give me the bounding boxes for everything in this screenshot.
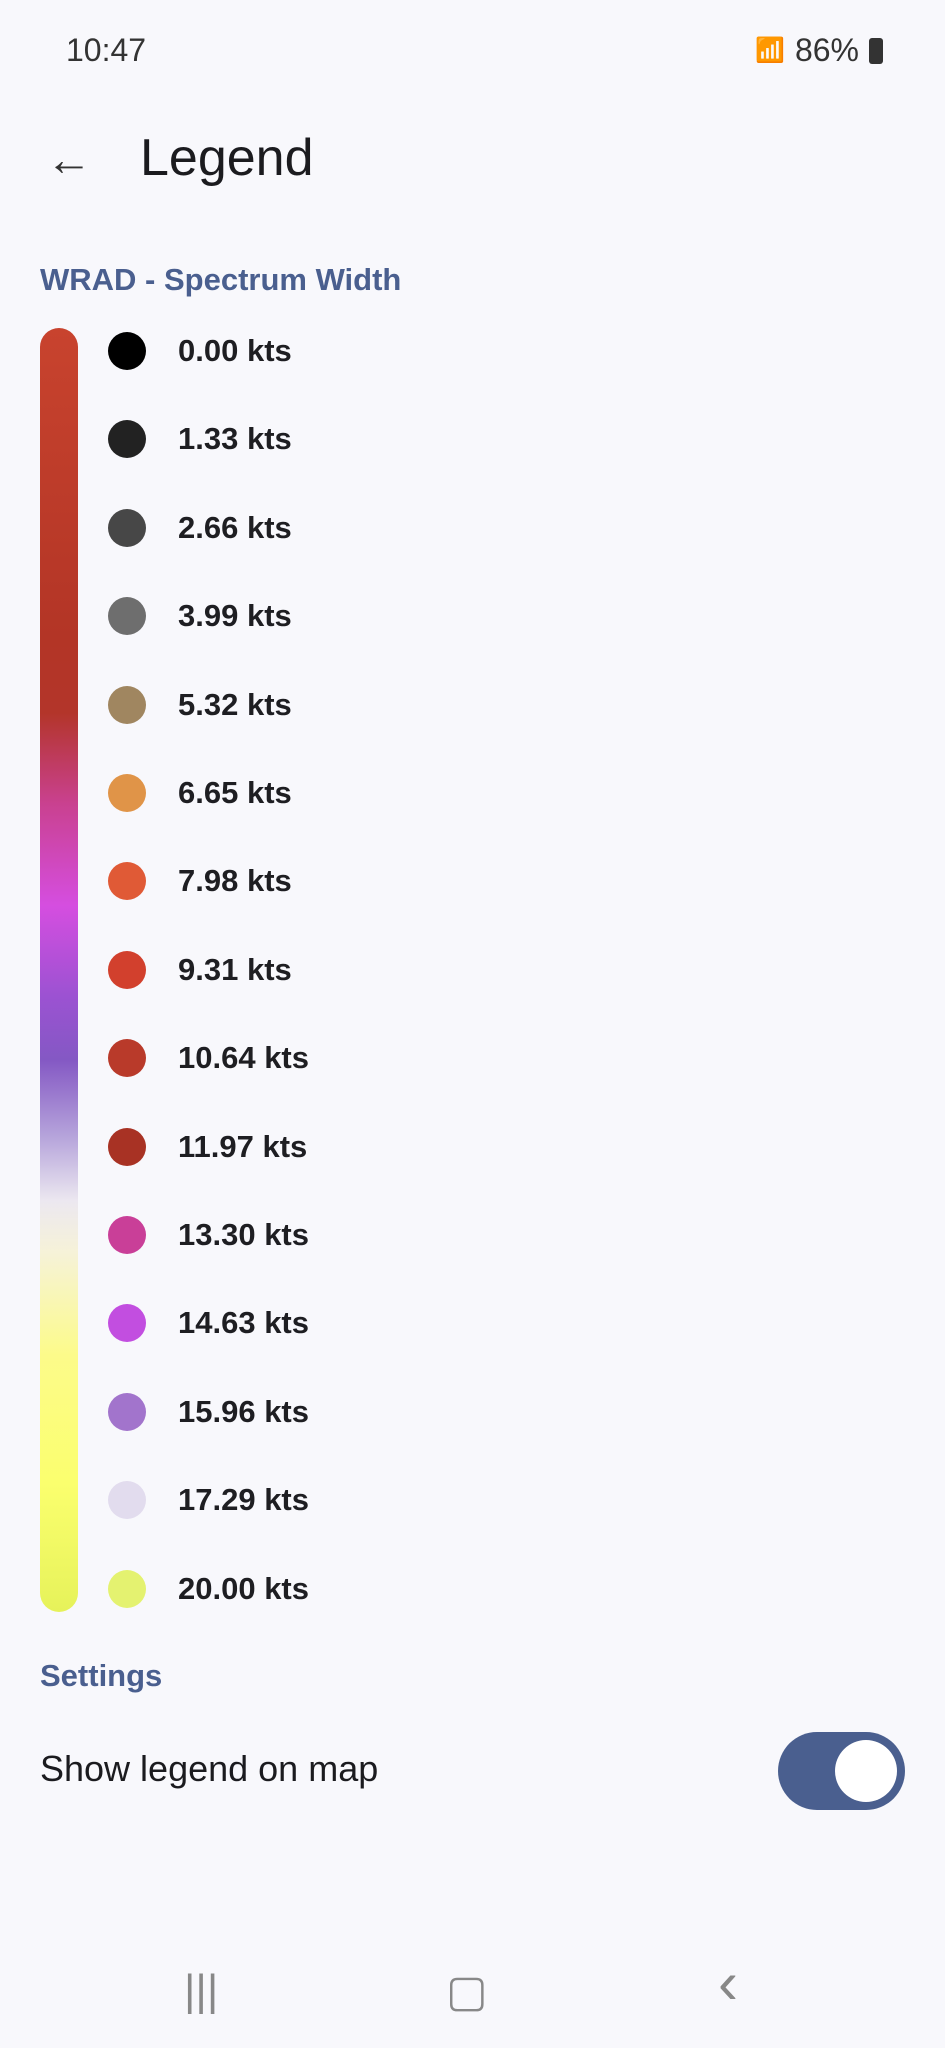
legend-item: 2.66 kts bbox=[108, 508, 292, 548]
legend-item-label: 5.32 kts bbox=[178, 686, 292, 722]
color-swatch bbox=[108, 1127, 146, 1166]
color-swatch bbox=[108, 774, 146, 812]
color-swatch bbox=[108, 1481, 146, 1520]
legend-item-label: 14.63 kts bbox=[178, 1305, 309, 1341]
legend-item-label: 11.97 kts bbox=[178, 1128, 308, 1164]
legend-item: 14.63 kts bbox=[108, 1303, 309, 1343]
color-swatch bbox=[108, 685, 146, 724]
legend-item-label: 1.33 kts bbox=[178, 421, 292, 457]
legend-item-label: 10.64 kts bbox=[178, 1040, 309, 1076]
legend-item: 5.32 kts bbox=[108, 685, 292, 725]
color-swatch bbox=[108, 508, 146, 547]
legend-item: 6.65 kts bbox=[108, 773, 292, 813]
wifi-icon: 📶 bbox=[755, 37, 785, 64]
legend-item: 13.30 kts bbox=[108, 1215, 309, 1255]
legend-item: 1.33 kts bbox=[108, 419, 292, 459]
color-gradient-bar bbox=[40, 328, 78, 1612]
legend-item: 20.00 kts bbox=[108, 1569, 309, 1609]
legend-item-label: 3.99 kts bbox=[178, 598, 292, 634]
page-title: Legend bbox=[140, 129, 314, 187]
legend-title: WRAD - Spectrum Width bbox=[40, 262, 402, 297]
legend-item-label: 0.00 kts bbox=[178, 333, 292, 368]
legend-item-label: 7.98 kts bbox=[178, 863, 292, 899]
legend-item: 11.97 kts bbox=[108, 1127, 307, 1167]
settings-heading: Settings bbox=[40, 1658, 163, 1693]
legend-item-label: 13.30 kts bbox=[178, 1217, 309, 1252]
legend-item: 3.99 kts bbox=[108, 596, 292, 636]
battery-percent: 86% bbox=[794, 32, 859, 68]
color-swatch bbox=[108, 1216, 146, 1254]
legend-item: 15.96 kts bbox=[108, 1392, 309, 1432]
legend-item: 9.31 kts bbox=[108, 950, 292, 990]
color-swatch bbox=[108, 597, 146, 636]
color-swatch bbox=[108, 332, 146, 370]
color-swatch bbox=[108, 1569, 146, 1608]
nav-back-button[interactable]: ‹ bbox=[718, 1949, 738, 2016]
home-button[interactable]: ▢ bbox=[446, 1967, 488, 2016]
legend-item: 17.29 kts bbox=[108, 1480, 309, 1520]
show-legend-label: Show legend on map bbox=[40, 1748, 379, 1789]
legend-item-label: 17.29 kts bbox=[178, 1482, 309, 1518]
legend-item: 10.64 kts bbox=[108, 1038, 309, 1078]
color-swatch bbox=[108, 862, 146, 901]
battery-icon bbox=[869, 37, 883, 64]
status-time: 10:47 bbox=[66, 32, 147, 68]
recents-button[interactable]: ||| bbox=[184, 1966, 219, 2015]
color-swatch bbox=[108, 1304, 146, 1343]
legend-item: 0.00 kts bbox=[108, 331, 292, 371]
color-swatch bbox=[108, 1392, 146, 1431]
color-swatch bbox=[108, 420, 146, 459]
legend-item-label: 15.96 kts bbox=[178, 1393, 309, 1429]
legend-item-label: 9.31 kts bbox=[178, 951, 292, 987]
color-swatch bbox=[108, 950, 146, 989]
toggle-knob bbox=[835, 1740, 897, 1802]
legend-item-label: 2.66 kts bbox=[178, 509, 292, 545]
legend-item-label: 20.00 kts bbox=[178, 1570, 309, 1606]
color-swatch bbox=[108, 1039, 146, 1078]
legend-item: 7.98 kts bbox=[108, 861, 292, 901]
legend-item-label: 6.65 kts bbox=[178, 775, 292, 810]
status-icons: 📶 86% bbox=[755, 32, 883, 69]
back-arrow-icon[interactable]: ← bbox=[46, 133, 92, 185]
show-legend-toggle[interactable] bbox=[778, 1732, 905, 1810]
